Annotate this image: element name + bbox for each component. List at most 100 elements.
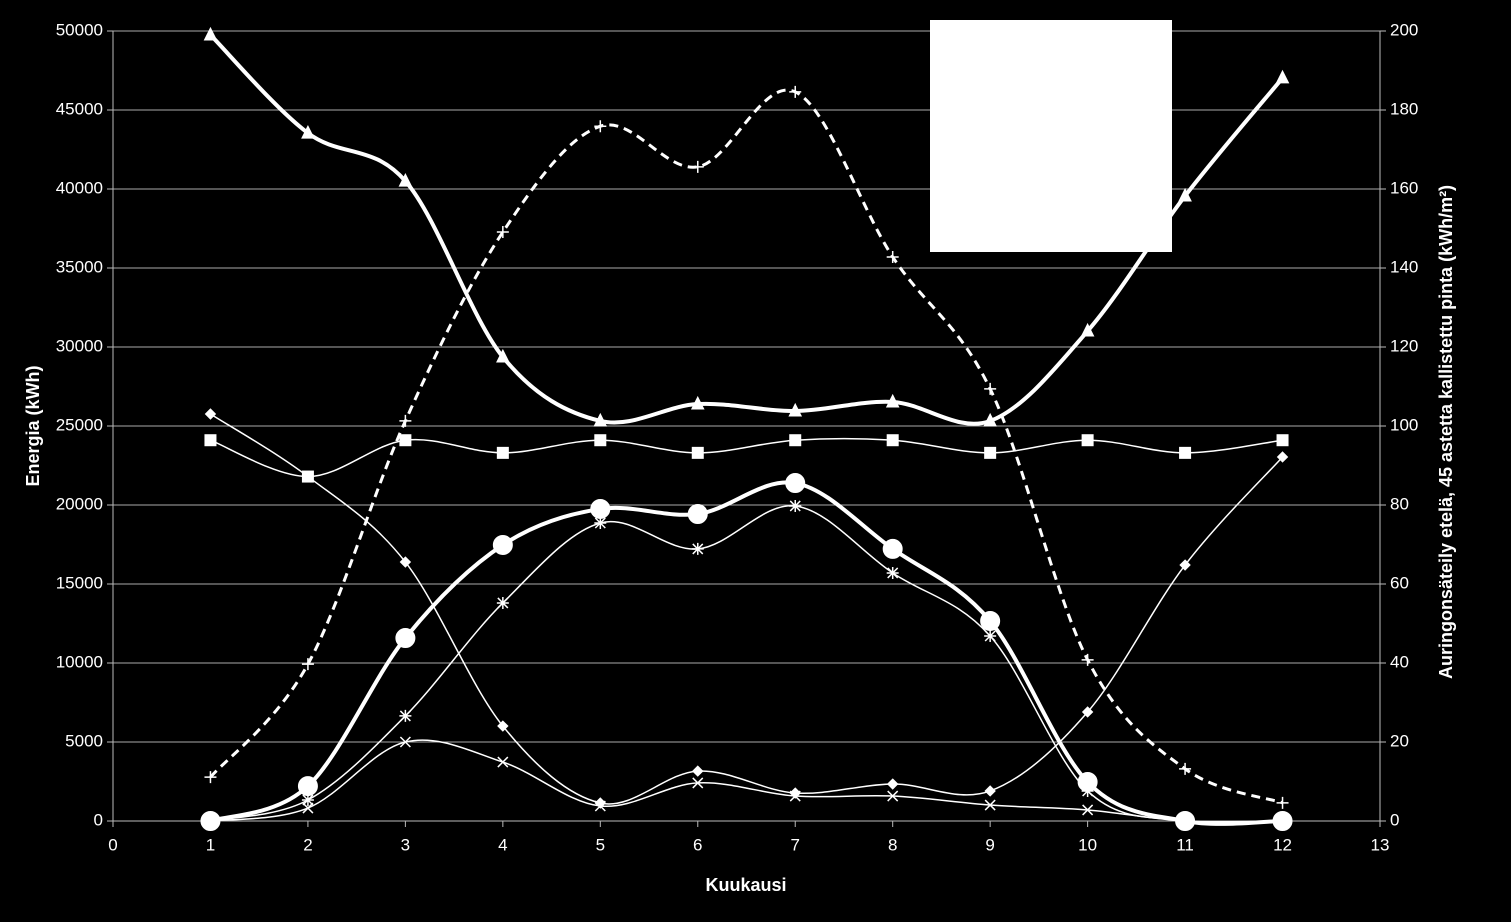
marker: [1276, 434, 1289, 447]
marker: [204, 815, 216, 827]
marker: [399, 434, 412, 447]
marker: [785, 473, 806, 494]
y2-tick-label: 80: [1390, 494, 1409, 513]
marker: [496, 446, 509, 459]
marker: [1080, 322, 1095, 337]
marker: [395, 628, 416, 649]
y-tick-label: 20000: [56, 494, 103, 513]
marker: [497, 756, 509, 768]
marker: [593, 412, 608, 427]
marker: [687, 504, 708, 525]
marker: [203, 26, 218, 41]
marker: [984, 382, 997, 395]
marker: [399, 414, 412, 427]
marker: [1081, 706, 1094, 718]
x-tick-label: 10: [1078, 835, 1097, 854]
marker: [691, 160, 704, 173]
marker: [980, 610, 1001, 631]
y2-tick-label: 60: [1390, 573, 1409, 592]
y-tick-label: 5000: [65, 731, 103, 750]
marker: [594, 517, 607, 530]
y-tick-label: 0: [94, 810, 103, 829]
marker: [204, 771, 217, 784]
marker: [692, 777, 704, 789]
marker: [789, 434, 802, 447]
marker: [399, 736, 411, 748]
x-axis-title: Kuukausi: [705, 875, 786, 895]
marker: [1178, 187, 1192, 202]
x-tick-label: 11: [1176, 835, 1194, 854]
y-axis-title: Energia (kWh): [23, 365, 43, 486]
series-line: [210, 437, 1283, 478]
marker: [1179, 559, 1191, 571]
series-line: [209, 88, 1284, 805]
y-tick-label: 40000: [56, 178, 103, 197]
marker: [690, 395, 705, 410]
marker: [594, 434, 607, 447]
marker: [789, 499, 802, 512]
marker: [398, 172, 413, 187]
marker: [789, 85, 802, 98]
x-tick-label: 4: [498, 835, 507, 854]
x-tick-label: 3: [401, 835, 410, 854]
marker: [887, 790, 899, 802]
y-tick-label: 10000: [56, 652, 103, 671]
y2-tick-label: 100: [1390, 415, 1418, 434]
series-line: [209, 480, 1283, 826]
y-tick-label: 50000: [56, 20, 103, 39]
marker: [886, 566, 899, 579]
marker: [691, 542, 704, 555]
marker: [496, 596, 509, 609]
marker: [984, 629, 997, 642]
marker: [1081, 434, 1094, 447]
marker: [496, 348, 510, 363]
x-tick-label: 0: [108, 835, 117, 854]
y-tick-label: 35000: [56, 257, 103, 276]
marker: [590, 498, 611, 519]
marker: [399, 709, 412, 722]
marker: [1276, 451, 1289, 463]
marker: [1179, 815, 1191, 827]
marker: [497, 720, 509, 732]
marker: [983, 412, 997, 427]
marker: [1081, 784, 1094, 797]
marker: [297, 776, 318, 797]
y2-tick-label: 20: [1390, 731, 1409, 750]
marker: [302, 802, 314, 814]
y-tick-label: 25000: [56, 415, 103, 434]
marker: [885, 393, 900, 408]
series-line: [210, 413, 1284, 805]
marker: [691, 446, 704, 459]
marker: [788, 402, 803, 417]
x-tick-label: 13: [1371, 835, 1390, 854]
x-tick-label: 2: [303, 835, 312, 854]
marker: [1081, 653, 1094, 666]
marker: [204, 434, 217, 447]
marker: [886, 250, 899, 263]
y-tick-label: 15000: [56, 573, 103, 592]
marker: [882, 538, 903, 559]
marker: [1179, 446, 1192, 459]
marker: [886, 434, 899, 447]
marker: [301, 793, 314, 806]
marker: [204, 408, 217, 420]
series-line: [209, 33, 1285, 426]
y-tick-label: 30000: [56, 336, 103, 355]
marker: [496, 226, 509, 239]
legend-cover: [930, 20, 1172, 252]
marker: [594, 120, 607, 133]
x-tick-label: 1: [206, 835, 215, 854]
marker: [1082, 804, 1094, 816]
marker: [886, 778, 899, 790]
marker: [1276, 796, 1289, 809]
marker: [594, 800, 606, 812]
marker: [692, 765, 704, 777]
x-tick-label: 8: [888, 835, 897, 854]
x-tick-label: 5: [596, 835, 605, 854]
marker: [399, 556, 412, 568]
y2-tick-label: 140: [1390, 257, 1418, 276]
y2-tick-label: 180: [1390, 99, 1418, 118]
y2-tick-label: 40: [1390, 652, 1409, 671]
